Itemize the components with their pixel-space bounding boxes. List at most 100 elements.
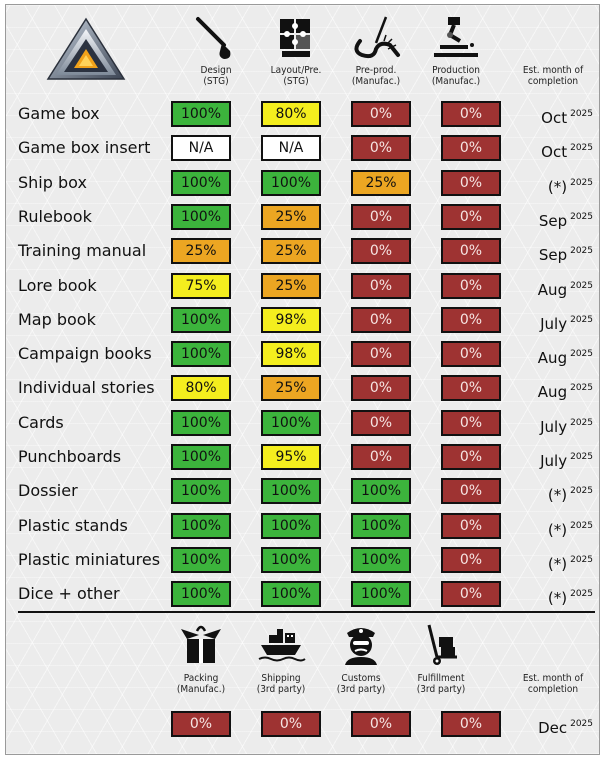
footer-packing-label: Packing (Manufac.) <box>176 673 226 695</box>
status-cell: 0% <box>351 135 411 161</box>
row-year: 2025 <box>570 418 593 428</box>
header-design-label: Design (STG) <box>200 65 232 87</box>
status-cell: 98% <box>261 307 321 333</box>
status-cell: N/A <box>261 135 321 161</box>
status-cell: 100% <box>171 307 231 333</box>
row-label-map-book: Map book <box>18 310 96 329</box>
status-cell: 0% <box>441 581 501 607</box>
header-month-label: Est. month of completion <box>522 65 584 87</box>
status-cell: 0% <box>351 273 411 299</box>
puzzle-icon <box>266 15 326 61</box>
status-cell: 100% <box>261 513 321 539</box>
row-year: 2025 <box>570 212 593 222</box>
row-month-text: Aug <box>537 349 568 367</box>
status-cell: 0% <box>351 307 411 333</box>
row-month-text: Oct <box>541 109 568 127</box>
row-month-text: Aug <box>537 281 568 299</box>
status-cell: 100% <box>171 444 231 470</box>
status-cell: 0% <box>441 478 501 504</box>
status-cell: 100% <box>351 581 411 607</box>
status-cell: 0% <box>441 341 501 367</box>
row-year: 2025 <box>570 486 593 496</box>
status-cell: 100% <box>171 204 231 230</box>
logo <box>46 17 126 83</box>
status-cell: 100% <box>171 341 231 367</box>
status-cell: 0% <box>441 513 501 539</box>
row-year: 2025 <box>570 109 593 119</box>
row-year: 2025 <box>570 349 593 359</box>
row-month-text: (*) <box>547 589 568 607</box>
footer-cell-fulfillment: 0% <box>441 711 501 737</box>
footer-month-label: Est. month of completion <box>522 673 584 695</box>
status-cell: 100% <box>171 581 231 607</box>
status-cell: 100% <box>171 410 231 436</box>
status-cell: 100% <box>261 170 321 196</box>
status-cell: 25% <box>261 375 321 401</box>
status-cell: 0% <box>351 375 411 401</box>
status-cell: 100% <box>171 170 231 196</box>
row-month: (*) 2025 <box>548 516 593 540</box>
row-month: July 2025 <box>540 447 593 471</box>
status-cell: N/A <box>171 135 231 161</box>
row-month: Sep 2025 <box>539 241 593 265</box>
status-cell: 25% <box>351 170 411 196</box>
status-cell: 100% <box>261 581 321 607</box>
row-month: Oct 2025 <box>541 104 593 128</box>
row-year: 2025 <box>570 315 593 325</box>
status-cell: 100% <box>351 547 411 573</box>
row-label-game-box-insert: Game box insert <box>18 138 151 157</box>
status-cell: 0% <box>351 444 411 470</box>
footer-fulfillment-label: Fulfillment (3rd party) <box>416 673 466 695</box>
hand-truck-icon <box>411 621 471 667</box>
row-month-text: Aug <box>537 383 568 401</box>
status-cell: 0% <box>441 410 501 436</box>
status-cell: 0% <box>441 375 501 401</box>
robot-arm-icon <box>426 15 486 61</box>
footer-cell-shipping: 0% <box>261 711 321 737</box>
status-cell: 100% <box>261 478 321 504</box>
row-month: Sep 2025 <box>539 207 593 231</box>
status-cell: 0% <box>351 101 411 127</box>
row-label-dice-other: Dice + other <box>18 584 120 603</box>
divider <box>18 611 595 613</box>
status-board: Design (STG) Layout/Pre. (STG) Pre-prod.… <box>5 4 600 755</box>
status-cell: 0% <box>441 307 501 333</box>
status-cell: 0% <box>441 101 501 127</box>
row-year: 2025 <box>570 555 593 565</box>
row-month: Aug 2025 <box>538 344 593 368</box>
status-cell: 100% <box>261 547 321 573</box>
row-label-cards: Cards <box>18 413 64 432</box>
row-year: 2025 <box>570 452 593 462</box>
row-month-text: Oct <box>541 143 568 161</box>
status-cell: 0% <box>441 273 501 299</box>
row-year: 2025 <box>570 178 593 188</box>
row-month: (*) 2025 <box>548 550 593 574</box>
row-month-text: (*) <box>547 178 568 196</box>
status-cell: 100% <box>171 513 231 539</box>
status-cell: 25% <box>261 238 321 264</box>
row-year: 2025 <box>570 281 593 291</box>
status-cell: 0% <box>441 444 501 470</box>
row-month: July 2025 <box>540 413 593 437</box>
status-cell: 80% <box>171 375 231 401</box>
row-month: (*) 2025 <box>548 584 593 608</box>
row-year: 2025 <box>570 383 593 393</box>
status-cell: 0% <box>351 410 411 436</box>
row-label-ship-box: Ship box <box>18 173 87 192</box>
status-cell: 100% <box>261 410 321 436</box>
row-label-dossier: Dossier <box>18 481 78 500</box>
footer-month-text: Dec <box>538 719 568 737</box>
footer-cell-packing: 0% <box>171 711 231 737</box>
row-month-text: (*) <box>547 521 568 539</box>
header-production-label: Production (Manufac.) <box>431 65 481 87</box>
status-cell: 0% <box>441 135 501 161</box>
row-month: Aug 2025 <box>538 276 593 300</box>
package-icon <box>171 621 231 667</box>
status-cell: 75% <box>171 273 231 299</box>
status-cell: 0% <box>441 547 501 573</box>
status-cell: 0% <box>441 238 501 264</box>
row-label-plastic-miniatures: Plastic miniatures <box>18 550 161 569</box>
row-month-text: (*) <box>547 486 568 504</box>
row-year: 2025 <box>570 143 593 153</box>
row-label-game-box: Game box <box>18 104 100 123</box>
